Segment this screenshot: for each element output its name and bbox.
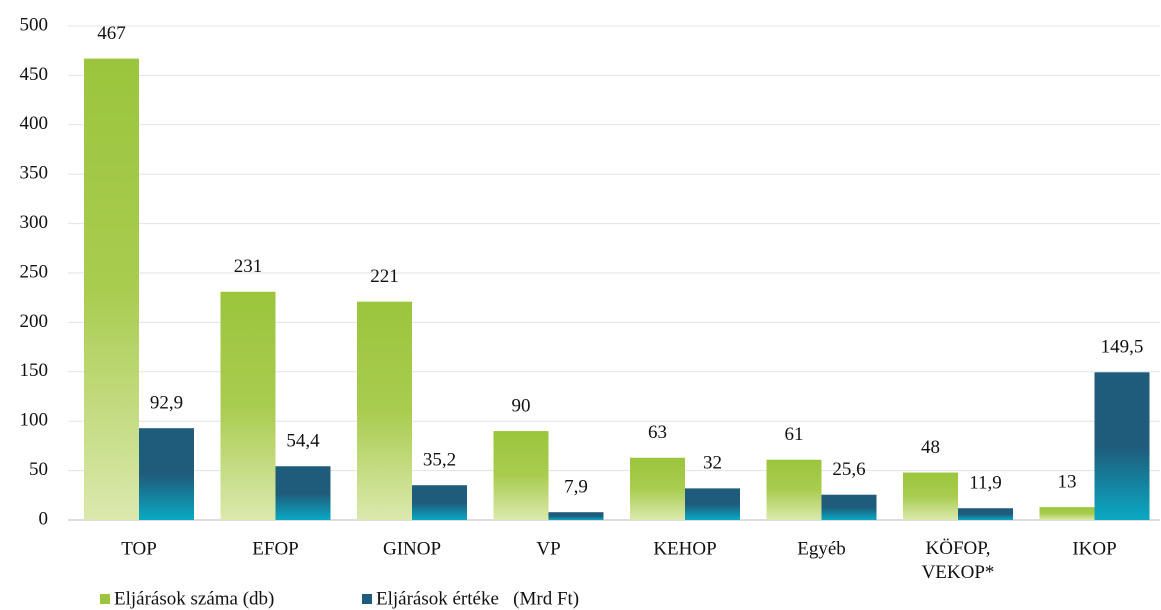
legend-label: Eljárások értéke (Mrd Ft) (376, 588, 579, 609)
y-tick-label: 250 (20, 261, 49, 282)
bar (548, 512, 604, 520)
data-label: 61 (785, 424, 804, 445)
bar (766, 459, 822, 520)
data-label: 13 (1058, 472, 1077, 493)
data-label: 7,9 (564, 477, 588, 498)
legend-swatch (100, 594, 110, 604)
bar (493, 431, 549, 520)
y-tick-label: 450 (20, 64, 49, 85)
y-tick-label: 50 (29, 459, 48, 480)
bar (630, 457, 685, 520)
x-tick-label-line: VEKOP* (922, 562, 995, 583)
bar (1039, 507, 1095, 520)
y-tick-label: 400 (20, 113, 49, 134)
data-label: 149,5 (1101, 337, 1144, 358)
data-label: 11,9 (969, 473, 1002, 494)
x-tick-label: Egyéb (797, 538, 846, 559)
bar (412, 485, 467, 520)
data-label: 221 (370, 266, 399, 287)
y-tick-label: 150 (20, 360, 49, 381)
x-tick-label: KÖFOP, VEKOP* (922, 538, 995, 583)
x-tick-label: KEHOP (653, 538, 716, 559)
x-tick-label: GINOP (383, 538, 441, 559)
bar (84, 58, 139, 520)
y-tick-label: 0 (39, 508, 49, 529)
x-tick-label: VP (536, 538, 560, 559)
y-tick-label: 300 (20, 212, 49, 233)
data-label: 467 (97, 23, 126, 44)
x-tick-label: EFOP (252, 538, 298, 559)
bar (1094, 372, 1150, 520)
data-label: 25,6 (832, 459, 865, 480)
bar (958, 508, 1013, 520)
data-label: 92,9 (150, 393, 183, 414)
y-tick-label: 100 (20, 410, 49, 431)
data-label: 63 (648, 422, 667, 443)
data-label: 90 (512, 395, 531, 416)
x-tick-label-line: KÖFOP, (926, 538, 991, 559)
data-label: 32 (703, 453, 722, 474)
data-label: 231 (234, 256, 263, 277)
data-label: 54,4 (286, 431, 320, 452)
data-label: 48 (921, 437, 940, 458)
data-label: 35,2 (423, 450, 456, 471)
bar (821, 494, 877, 520)
y-tick-label: 350 (20, 163, 49, 184)
bar (139, 428, 194, 520)
bar (220, 291, 276, 520)
x-tick-label: TOP (121, 538, 157, 559)
bar (275, 466, 331, 520)
bar (685, 488, 740, 520)
legend-label: Eljárások száma (db) (114, 588, 274, 609)
y-tick-label: 500 (20, 14, 49, 35)
y-tick-label: 200 (20, 311, 49, 332)
bar (357, 301, 412, 520)
bar (903, 472, 958, 520)
legend-swatch (362, 594, 372, 604)
x-tick-label: IKOP (1072, 538, 1116, 559)
